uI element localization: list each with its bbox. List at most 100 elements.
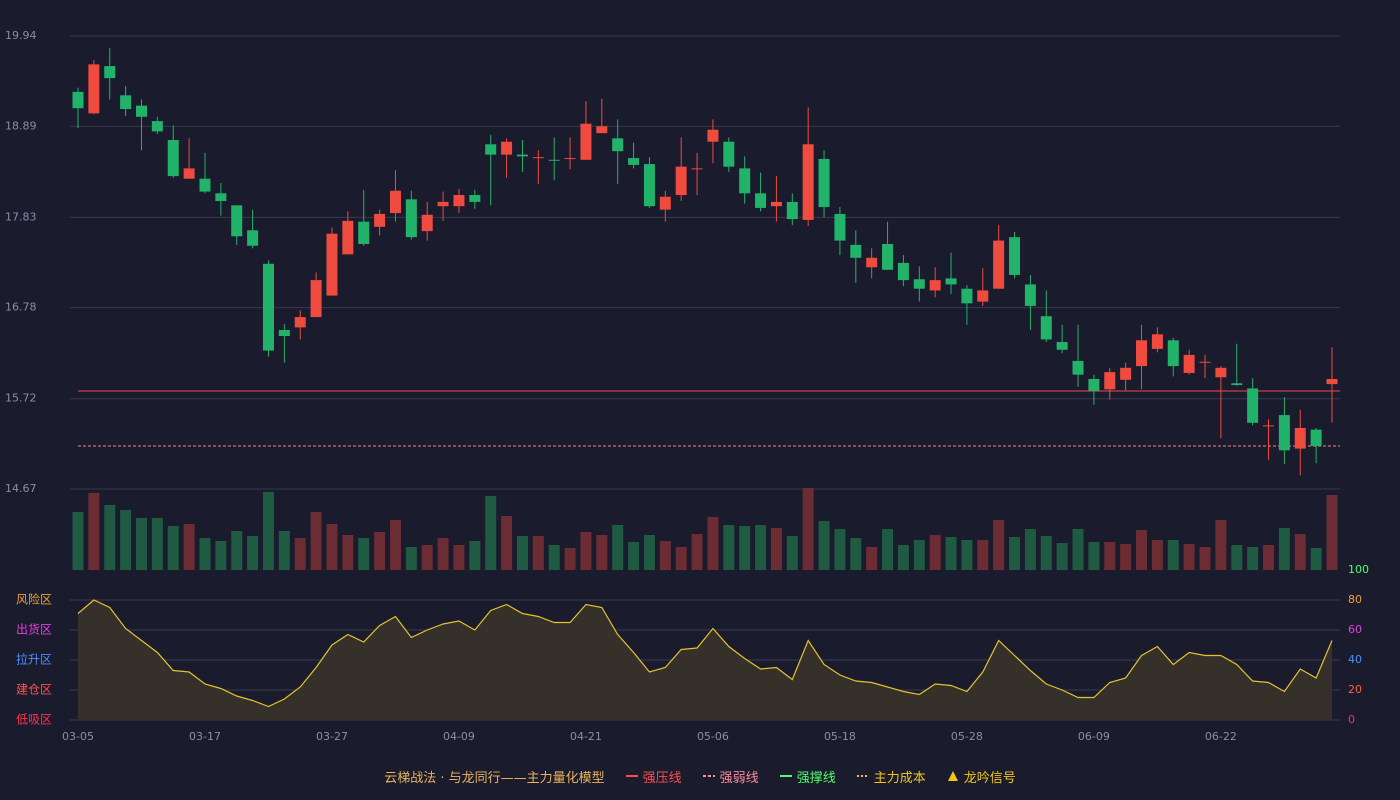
volume-bar xyxy=(1263,545,1275,570)
volume-bar xyxy=(675,547,687,570)
y-tick-label: 16.78 xyxy=(5,301,37,314)
volume-bar xyxy=(453,545,465,570)
candle-body xyxy=(580,123,592,160)
volume-bar xyxy=(834,529,846,570)
volume-bar xyxy=(786,536,798,570)
volume-bar xyxy=(389,520,401,570)
candle-body xyxy=(389,190,401,214)
candle-body xyxy=(1104,372,1116,390)
volume-bar xyxy=(1056,543,1068,570)
legend-icon xyxy=(702,775,715,777)
volume-bar xyxy=(1278,528,1290,570)
candle-body xyxy=(278,329,290,336)
candle-body xyxy=(342,220,354,255)
y2-tick-label: 60 xyxy=(1348,623,1362,636)
candle-body xyxy=(961,288,973,304)
y2-tick-label: 0 xyxy=(1348,713,1355,726)
y2-tick-label: 20 xyxy=(1348,683,1362,696)
legend-label: 主力成本 xyxy=(873,770,926,786)
x-tick-label: 05-28 xyxy=(951,730,983,743)
candle-body xyxy=(1263,425,1275,427)
legend-marker xyxy=(947,771,958,781)
volume-bar xyxy=(945,537,957,570)
candle-body xyxy=(374,213,386,227)
candle-body xyxy=(199,178,211,192)
candle-body xyxy=(104,66,116,79)
volume-bar xyxy=(326,524,338,570)
volume-bar xyxy=(1199,547,1211,570)
candle-body xyxy=(231,205,243,237)
volume-bar xyxy=(977,540,989,570)
candle-body xyxy=(897,262,909,281)
candle-body xyxy=(1056,342,1068,350)
x-tick-label: 04-09 xyxy=(443,730,475,743)
y-tick-label: 18.89 xyxy=(5,119,37,132)
y-tick-label: 19.94 xyxy=(5,29,37,42)
volume-bar xyxy=(1104,542,1116,570)
legend-icon xyxy=(625,775,638,777)
volume-bar xyxy=(897,545,909,570)
candle-body xyxy=(262,263,274,351)
y-tick-label: 15.72 xyxy=(5,392,37,405)
candle-body xyxy=(326,233,338,296)
volume-bar xyxy=(374,532,386,570)
volume-bar xyxy=(1231,545,1243,570)
x-tick-label: 06-22 xyxy=(1205,730,1237,743)
candle-body xyxy=(929,280,941,291)
legend-item: 强弱线 xyxy=(702,767,759,786)
volume-bar xyxy=(342,535,354,570)
volume-bar xyxy=(1247,547,1259,570)
candle-body xyxy=(485,144,497,155)
candle-body xyxy=(913,279,925,289)
legend-item: 龙吟信号 xyxy=(946,767,1016,786)
x-tick-label: 03-17 xyxy=(189,730,221,743)
volume-bar xyxy=(135,518,147,570)
x-tick-label: 05-06 xyxy=(697,730,729,743)
legend-label: 龙吟信号 xyxy=(963,770,1016,786)
legend-label: 强压线 xyxy=(642,770,682,786)
volume-bar xyxy=(1009,537,1021,570)
volume-bar xyxy=(262,492,274,570)
candle-body xyxy=(421,214,433,232)
zone-label: 拉升区 xyxy=(16,652,52,667)
zone-label: 低吸区 xyxy=(16,713,52,727)
volume-bar xyxy=(1136,530,1148,570)
zone-label: 出货区 xyxy=(16,622,52,637)
volume-bar xyxy=(469,541,481,570)
candle-body xyxy=(659,196,671,210)
x-tick-label: 03-27 xyxy=(316,730,348,743)
candle-body xyxy=(818,158,830,208)
volume-bar xyxy=(151,518,163,570)
volume-bar xyxy=(183,524,195,570)
indicator-area xyxy=(78,600,1332,720)
candle-body xyxy=(786,201,798,220)
candle-body xyxy=(739,168,751,194)
legend-icon xyxy=(947,771,958,781)
zone-label: 建仓区 xyxy=(16,683,52,697)
candle-body xyxy=(358,221,370,245)
y2-tick-label: 80 xyxy=(1348,593,1362,606)
volume-bar xyxy=(88,493,100,570)
legend-title: 云梯战法 · 与龙同行——主力量化模型 xyxy=(384,770,605,786)
candle-body xyxy=(1040,316,1052,340)
candle-body xyxy=(1326,378,1338,385)
volume-bar xyxy=(1151,540,1163,570)
candle-body xyxy=(1120,367,1132,380)
volume-bar xyxy=(691,534,703,570)
candle-body xyxy=(1136,340,1148,367)
candle-body xyxy=(294,317,306,328)
volume-bar xyxy=(596,535,608,570)
volume-bar xyxy=(1326,495,1338,570)
y-tick-label: 14.67 xyxy=(5,482,37,495)
candle-body xyxy=(802,144,814,220)
candle-body xyxy=(612,138,624,152)
candle-body xyxy=(1278,415,1290,451)
candle-body xyxy=(755,193,767,208)
volume-bar xyxy=(770,528,782,570)
candle-body xyxy=(1151,334,1163,349)
candle-body xyxy=(977,290,989,302)
candle-body xyxy=(437,201,449,207)
volume-bar xyxy=(516,536,528,570)
candle-body xyxy=(834,213,846,241)
candle-body xyxy=(120,95,132,110)
